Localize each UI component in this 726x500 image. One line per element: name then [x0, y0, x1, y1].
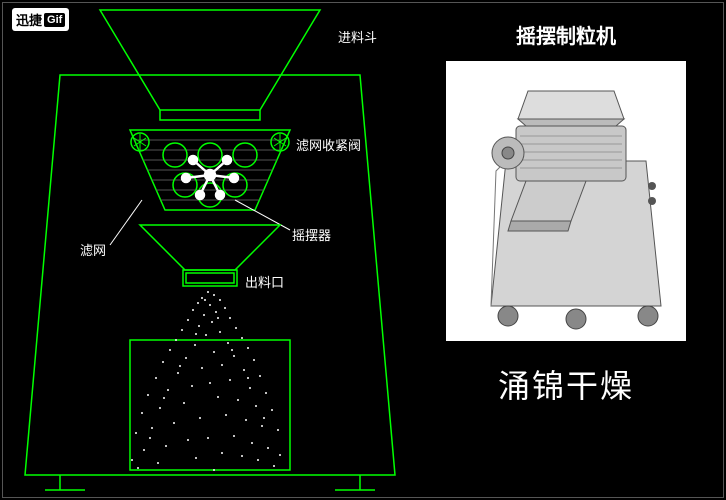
collection-bin [130, 340, 290, 470]
label-outlet: 出料口 [245, 272, 284, 291]
label-sieve-tighten: 滤网收紧阀 [296, 135, 361, 154]
leader-lines [110, 200, 290, 245]
outlet-inner [186, 273, 234, 283]
discharge-funnel [140, 225, 280, 270]
brand-name: 涌锦干燥 [436, 361, 696, 407]
machine-title: 摇摆制粒机 [436, 20, 696, 49]
right-panel: 摇摆制粒机 [436, 20, 696, 407]
feed-hopper [100, 10, 320, 110]
label-sieve: 滤网 [80, 240, 106, 259]
label-rocker: 摇摆器 [292, 225, 331, 244]
rocker-rotor [182, 156, 238, 199]
label-feed-hopper: 进料斗 [338, 27, 377, 46]
hopper-neck [160, 110, 260, 120]
foot-right [335, 475, 375, 490]
granulator-diagram [0, 0, 420, 500]
foot-left [45, 475, 85, 490]
particles [131, 291, 281, 471]
machine-photo [446, 61, 686, 341]
